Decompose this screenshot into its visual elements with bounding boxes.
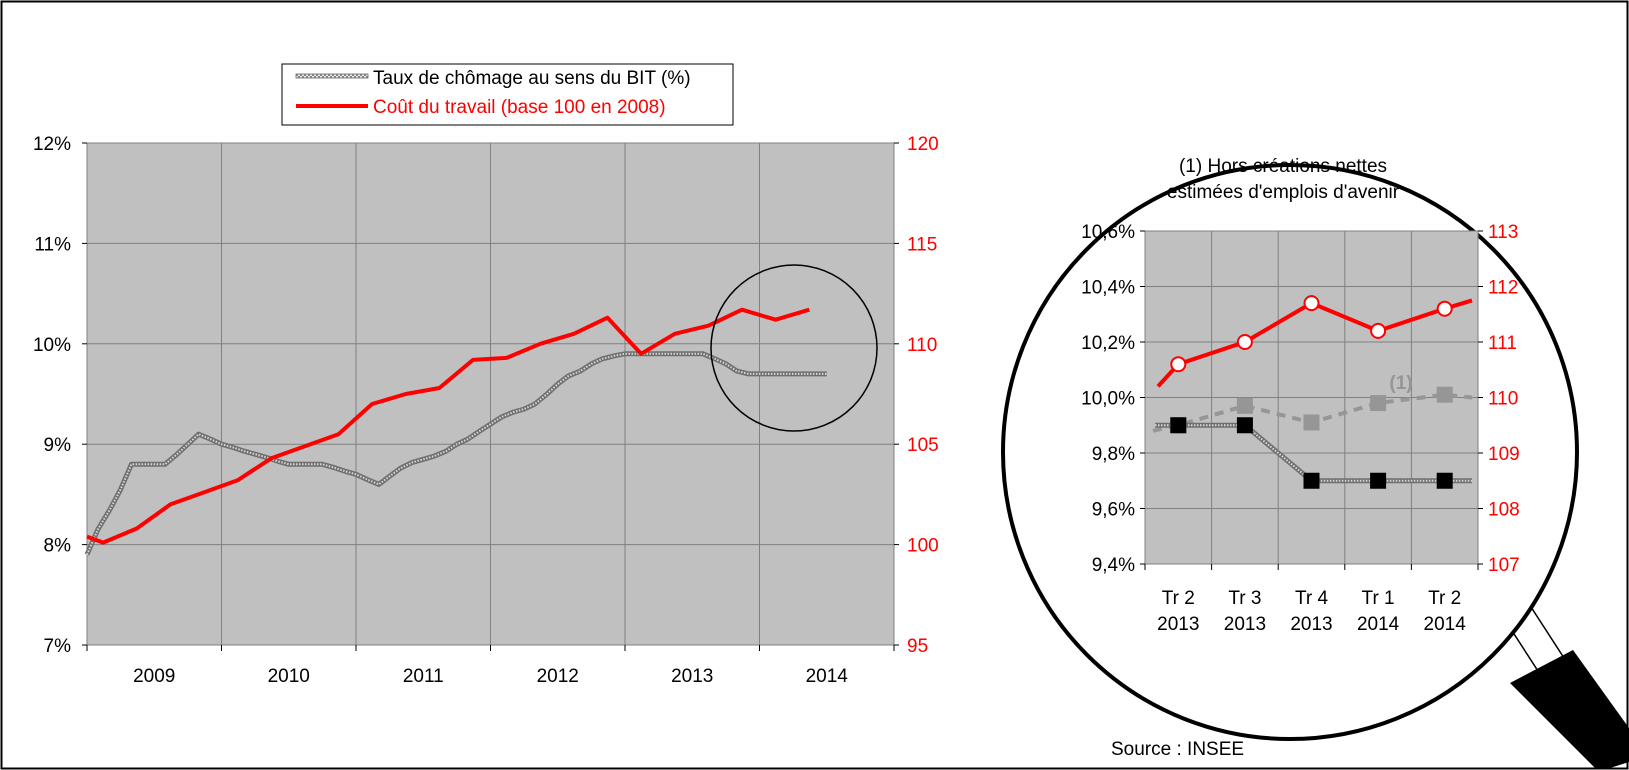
inset-unemployment-marker xyxy=(1170,417,1187,434)
inset-right-tick-label: 113 xyxy=(1488,222,1518,243)
inset-unemployment-marker xyxy=(1436,472,1453,489)
inset-left-tick-label: 10,2% xyxy=(1081,333,1135,354)
series-labour-cost-line xyxy=(86,307,810,545)
inset-alt-series-marker xyxy=(1370,395,1387,412)
main-right-tick-label: 105 xyxy=(907,435,939,456)
inset-unemployment-marker xyxy=(1303,472,1320,489)
main-left-tick-label: 11% xyxy=(34,234,71,255)
inset-right-tick-label: 109 xyxy=(1488,444,1520,465)
inset-x-tick-label: Tr 3 2013 xyxy=(1224,588,1266,635)
inset-right-tick-label: 108 xyxy=(1488,500,1520,521)
inset-alt-series-marker xyxy=(1236,397,1253,414)
inset-right-tick-label: 112 xyxy=(1488,278,1518,299)
inset-unemployment-marker xyxy=(1236,417,1253,434)
legend-swatch-unemployment xyxy=(295,73,369,79)
main-left-tick-label: 9% xyxy=(44,435,72,456)
main-x-tick-label: 2012 xyxy=(537,666,579,687)
main-left-tick-label: 8% xyxy=(44,536,72,557)
inset-left-tick-label: 9,8% xyxy=(1092,444,1135,465)
main-x-tick-label: 2010 xyxy=(268,666,310,687)
inset-left-tick-label: 9,6% xyxy=(1092,500,1135,521)
inset-x-tick-label: Tr 4 2013 xyxy=(1290,588,1332,635)
main-x-tick-label: 2011 xyxy=(403,666,444,687)
inset-labour-cost-marker xyxy=(1370,322,1387,339)
inset-x-tick-label: Tr 2 2013 xyxy=(1157,588,1199,635)
inset-right-tick-label: 111 xyxy=(1488,333,1517,354)
main-left-tick-label: 7% xyxy=(44,636,72,657)
main-right-tick-label: 95 xyxy=(907,636,928,657)
main-x-tick-label: 2013 xyxy=(671,666,713,687)
inset-alt-series-marker xyxy=(1436,386,1453,403)
inset-left-tick-label: 9,4% xyxy=(1092,555,1135,576)
inset-labour-cost-marker xyxy=(1303,295,1320,312)
series-unemployment-texture xyxy=(86,352,827,555)
inset-series xyxy=(1152,295,1473,489)
inset-annotation-1: (1) xyxy=(1389,373,1412,394)
inset-left-tick-label: 10,0% xyxy=(1081,389,1135,410)
inset-title-line2: estimées d'emplois d'avenir xyxy=(1167,182,1400,203)
main-x-tick-label: 2009 xyxy=(133,666,175,687)
inset-left-tick-label: 10,6% xyxy=(1081,222,1135,243)
legend-label-labour-cost: Coût du travail (base 100 en 2008) xyxy=(373,97,666,118)
inset-right-axis: 107 108 109 110 111 112 113 xyxy=(1478,222,1520,576)
main-left-tick-label: 12% xyxy=(33,134,71,155)
inset-title-line1: (1) Hors créations nettes xyxy=(1179,156,1387,177)
inset-x-tick-label: Tr 2 2014 xyxy=(1424,588,1467,635)
main-x-tick-label: 2014 xyxy=(806,666,849,687)
main-series xyxy=(84,307,827,556)
main-right-axis: 95 100 105 110 115 120 xyxy=(894,134,939,657)
inset-right-tick-label: 110 xyxy=(1488,389,1518,410)
zoom-focus-circle xyxy=(710,264,878,432)
inset-x-tick-label: Tr 1 2014 xyxy=(1357,588,1400,635)
inset-left-axis: 9,4% 9,6% 9,8% 10,0% 10,2% 10,4% 10,6% xyxy=(1081,222,1145,576)
main-right-tick-label: 120 xyxy=(907,134,939,155)
magnifier: (1) Hors créations nettes estimées d'emp… xyxy=(1001,156,1629,768)
main-right-tick-label: 100 xyxy=(907,536,939,557)
inset-labour-cost-marker xyxy=(1236,334,1253,350)
legend-label-unemployment: Taux de chômage au sens du BIT (%) xyxy=(373,68,691,89)
main-right-tick-label: 110 xyxy=(907,335,937,356)
inset-unemployment-marker xyxy=(1370,472,1387,489)
inset-left-tick-label: 10,4% xyxy=(1081,278,1135,299)
inset-alt-series-marker xyxy=(1303,414,1320,431)
main-left-axis: 7% 8% 9% 10% 11% 12% xyxy=(33,134,87,657)
inset-x-axis: Tr 2 2013 Tr 3 2013 Tr 4 2013 Tr 1 2014 Tr 2 2014 xyxy=(1144,564,1479,635)
inset-right-tick-label: 107 xyxy=(1488,555,1520,576)
main-left-tick-label: 10% xyxy=(33,335,71,356)
inset-labour-cost-marker xyxy=(1170,356,1187,373)
inset-labour-cost-marker xyxy=(1436,300,1453,317)
source-note: Source : INSEE xyxy=(1111,739,1244,760)
main-x-axis: 2009 2010 2011 2012 2013 2014 xyxy=(86,645,895,687)
legend: Taux de chômage au sens du BIT (%) Coût … xyxy=(281,63,734,126)
main-right-tick-label: 115 xyxy=(907,234,937,255)
